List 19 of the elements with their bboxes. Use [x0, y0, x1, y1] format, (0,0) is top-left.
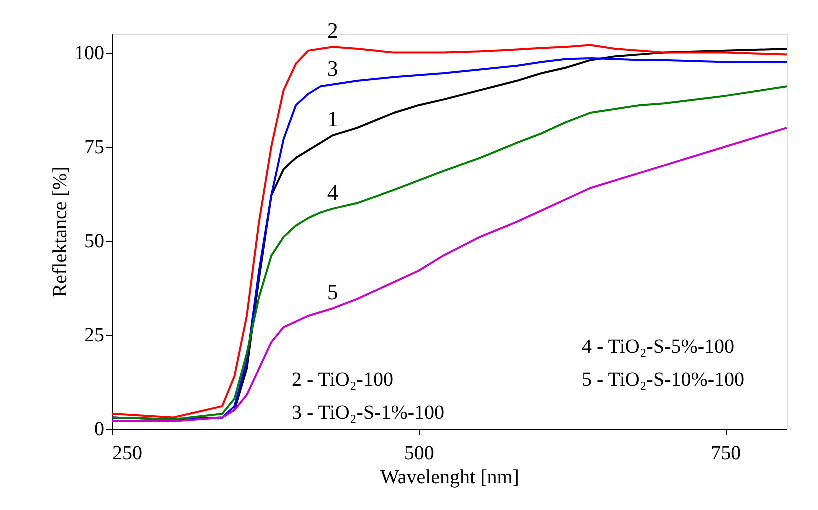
- y-tick-label: 100: [74, 42, 104, 64]
- series-label: 5: [327, 280, 338, 305]
- series-label: 1: [327, 106, 338, 132]
- y-tick-label: 0: [94, 418, 104, 440]
- x-tick-label: 500: [404, 442, 434, 464]
- series-label: 4: [327, 180, 338, 205]
- annotation: 5 - TiO₂-S-10%-100: [582, 369, 745, 391]
- series-label: 2: [327, 18, 338, 44]
- annotation: 4 - TiO₂-S-5%-100: [582, 336, 735, 358]
- y-axis-title: Reflektance [%]: [50, 166, 72, 298]
- annotation: 2 - TiO₂-100: [292, 369, 394, 391]
- x-axis-title: Wavelenght [nm]: [380, 466, 520, 488]
- y-tick-label: 25: [84, 324, 104, 346]
- series-label: 3: [327, 56, 338, 81]
- y-tick-label: 75: [84, 136, 104, 158]
- x-tick-label: 750: [711, 442, 742, 464]
- annotation: 3 - TiO₂-S-1%-100: [292, 402, 445, 424]
- y-tick-label: 50: [84, 230, 104, 252]
- x-tick-label: 250: [112, 442, 142, 464]
